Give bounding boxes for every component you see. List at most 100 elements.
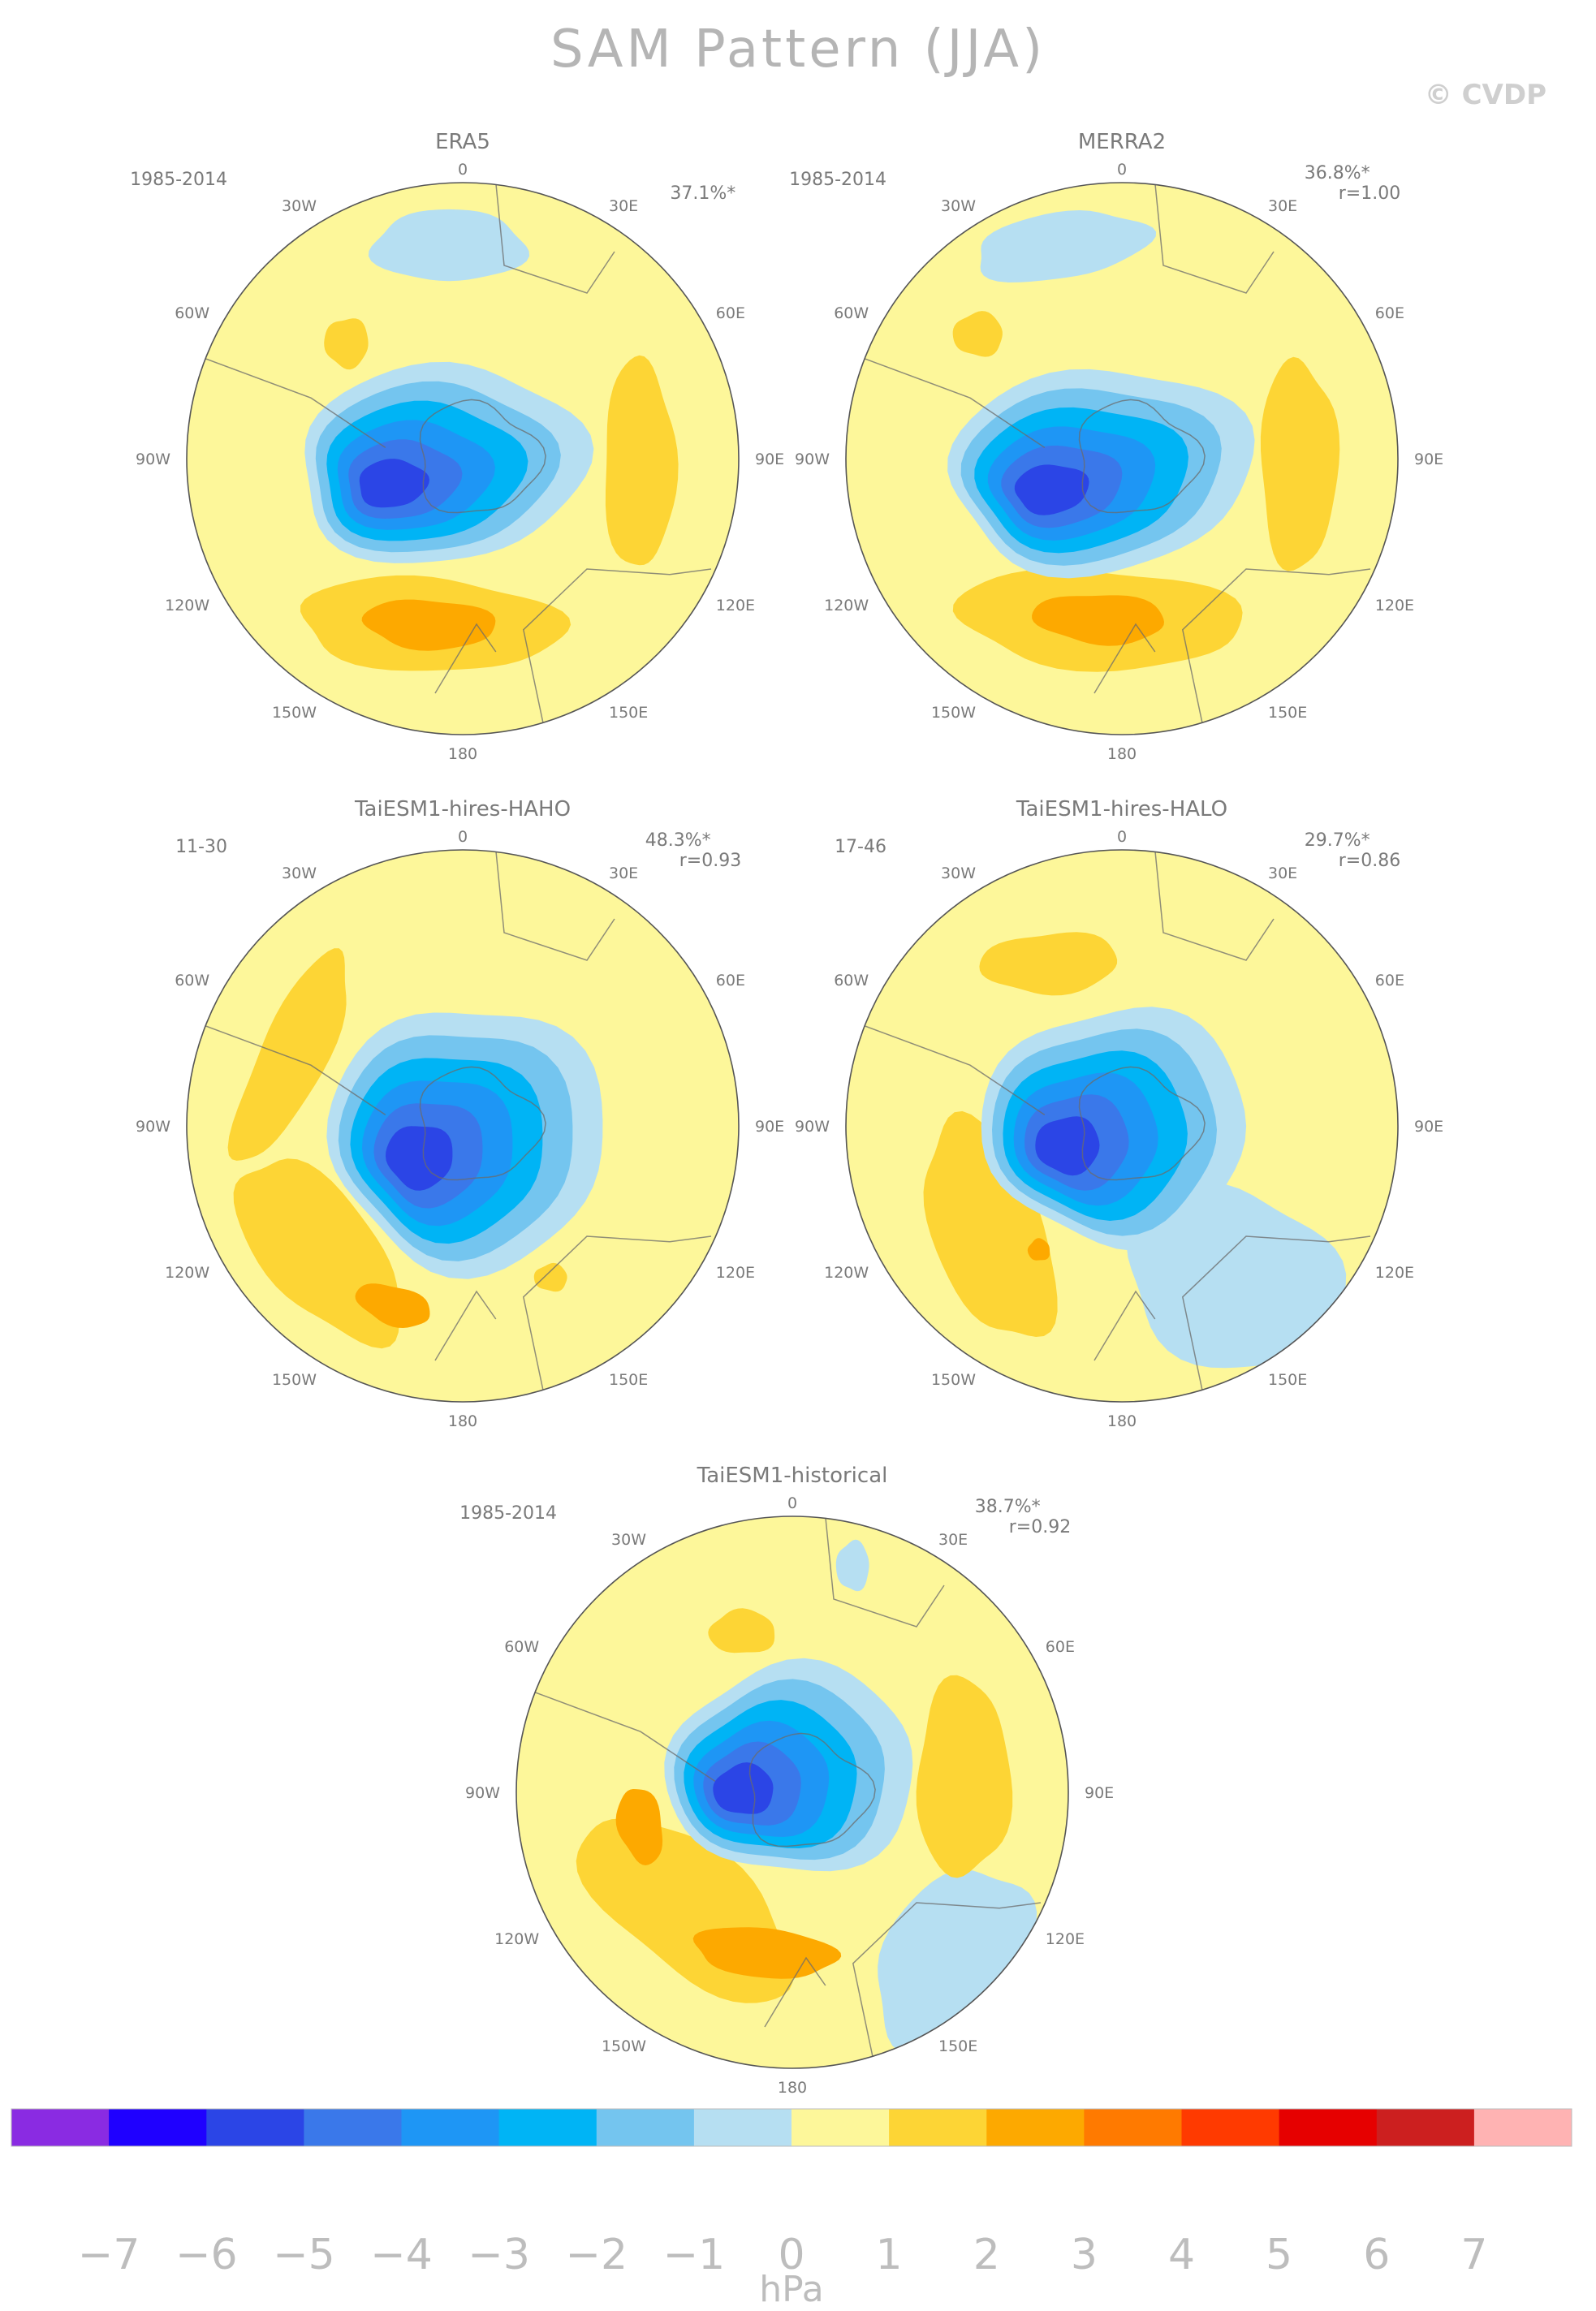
longitude-label: 150E [1268, 1371, 1307, 1389]
panel-title: ERA5 [435, 130, 490, 154]
longitude-label: 90W [795, 451, 830, 468]
colorbar-tick-label: −7 [78, 2231, 140, 2279]
contour-region [324, 318, 369, 370]
contour-region [1260, 356, 1340, 571]
longitude-label: 60E [716, 972, 745, 990]
contour-region [713, 1762, 774, 1814]
panel-period: 17-46 [835, 837, 886, 857]
longitude-label: 90E [755, 1118, 784, 1136]
contour-region [835, 1539, 869, 1592]
map-field [516, 1516, 1068, 2068]
longitude-label: 0 [458, 161, 468, 179]
panel-period: 1985-2014 [789, 170, 886, 190]
longitude-label: 150E [609, 704, 648, 722]
coastline [851, 183, 1371, 735]
colorbar-tick-label: 2 [973, 2231, 1000, 2279]
colorbar: −7 −6 −5 −4 −3 −2 −1 0 1 2 3 4 5 6 7 [11, 2108, 1572, 2279]
longitude-label: 120E [1375, 1264, 1414, 1282]
longitude-label: 120E [1046, 1930, 1085, 1948]
longitude-label: 180 [1107, 1412, 1137, 1430]
panel-title: TaiESM1-historical [697, 1464, 888, 1488]
contour-region [1027, 1238, 1050, 1261]
longitude-label: 30W [282, 864, 317, 882]
longitude-label: 120W [824, 597, 869, 614]
panel-title: TaiESM1-hires-HALO [1016, 797, 1227, 821]
longitude-label: 180 [778, 2079, 807, 2097]
contour-region [980, 210, 1157, 282]
longitude-label: 180 [1107, 745, 1137, 763]
contour-region [1014, 464, 1089, 515]
contour-region [878, 1869, 1037, 2054]
longitude-label: 150W [931, 1371, 976, 1389]
colorbar-swatch [889, 2109, 987, 2146]
longitude-label: 60W [834, 972, 869, 990]
longitude-label: 90W [136, 1118, 170, 1136]
longitude-label: 90E [1414, 1118, 1443, 1136]
colorbar-tick-label: −5 [273, 2231, 335, 2279]
longitude-label: 150W [931, 704, 976, 722]
colorbar-swatch [792, 2109, 890, 2146]
panel-correlation: r=1.00 [1339, 183, 1400, 204]
longitude-label: 0 [787, 1494, 797, 1512]
coastline [521, 1516, 1042, 2068]
contour-region [708, 1608, 775, 1653]
colorbar-tick-label: 1 [876, 2231, 903, 2279]
contour-region [355, 1283, 430, 1328]
map-border [515, 1516, 1069, 2069]
panel-correlation: r=0.93 [679, 851, 741, 871]
panel-title: MERRA2 [1078, 130, 1166, 154]
colorbar-tick-label: −3 [468, 2231, 530, 2279]
longitude-label: 150E [938, 2037, 977, 2055]
colorbar-frame [11, 2108, 1572, 2147]
colorbar-swatch [11, 2109, 110, 2146]
panel-title: TaiESM1-hires-HAHO [354, 797, 571, 821]
panel-variance: 48.3%* [645, 830, 711, 851]
longitude-label: 120E [716, 597, 755, 614]
map-panel: 0 30E 60E 90E 120E 150E 180 150W 120W 90W 60W 30W ME… [789, 130, 1443, 763]
contour-region [615, 1789, 663, 1865]
longitude-label: 180 [448, 1412, 477, 1430]
longitude-label: 90E [755, 451, 784, 468]
colorbar-swatch [1376, 2109, 1475, 2146]
colorbar-unit-label: hPa [759, 2269, 823, 2310]
contour-region [979, 932, 1118, 996]
longitude-label: 30W [941, 197, 976, 215]
longitude-label: 90W [795, 1118, 830, 1136]
colorbar-swatch [206, 2109, 304, 2146]
longitude-label: 30W [941, 864, 976, 882]
longitude-label: 150W [602, 2037, 646, 2055]
longitude-label: 120W [165, 1264, 209, 1282]
panel-correlation: r=0.86 [1339, 851, 1400, 871]
panel-period: 1985-2014 [459, 1503, 557, 1524]
map-field [187, 850, 739, 1402]
colorbar-tick-label: 0 [778, 2231, 804, 2279]
longitude-label: 0 [1117, 828, 1127, 846]
longitude-label: 90W [465, 1784, 500, 1802]
colorbar-swatch [304, 2109, 402, 2146]
colorbar-tick-label: 7 [1460, 2231, 1487, 2279]
coastline [192, 183, 712, 735]
contour-region [605, 355, 679, 566]
contour-region [923, 1110, 1058, 1337]
longitude-label: 30E [938, 1531, 968, 1549]
panel-variance: 29.7%* [1305, 830, 1370, 851]
longitude-label: 60W [834, 304, 869, 322]
colorbar-swatch [109, 2109, 207, 2146]
colorbar-tick-label: −6 [175, 2231, 238, 2279]
colorbar-tick-label: −1 [663, 2231, 726, 2279]
colorbar-tick-label: 3 [1071, 2231, 1098, 2279]
longitude-label: 90W [136, 451, 170, 468]
longitude-label: 150E [1268, 704, 1307, 722]
longitude-label: 90E [1414, 451, 1443, 468]
map-panels: 0 30E 60E 90E 120E 150E 180 150W 120W 90W 60W 30W ER… [130, 130, 1443, 2097]
coastline [851, 850, 1371, 1402]
colorbar-tick-label: −2 [565, 2231, 628, 2279]
longitude-label: 120E [1375, 597, 1414, 614]
colorbar-swatch [1473, 2109, 1572, 2146]
colorbar-tick-label: −4 [370, 2231, 433, 2279]
coastline [192, 850, 712, 1402]
figure-title: SAM Pattern (JJA) [550, 19, 1046, 80]
colorbar-swatch [1084, 2109, 1182, 2146]
longitude-label: 30E [1268, 864, 1297, 882]
